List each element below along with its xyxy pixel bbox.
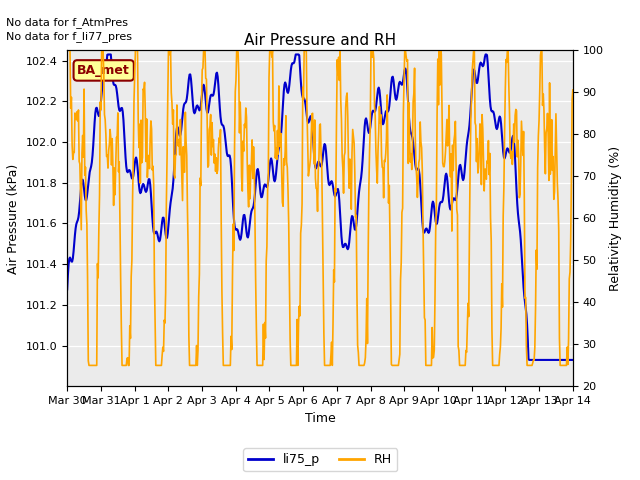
Text: No data for f_li77_pres: No data for f_li77_pres — [6, 31, 132, 42]
li75_p — [72, 221, 80, 227]
li75_p — [569, 357, 577, 363]
RH — [63, 48, 71, 53]
li75_p — [382, 109, 390, 115]
li75_p — [125, 167, 133, 173]
Line: li75_p: li75_p — [67, 54, 573, 360]
Text: BA_met: BA_met — [77, 64, 130, 77]
RH — [382, 150, 390, 156]
RH — [72, 117, 80, 122]
X-axis label: Time: Time — [305, 412, 335, 425]
RH — [125, 362, 133, 368]
Y-axis label: Relativity Humidity (%): Relativity Humidity (%) — [609, 146, 622, 291]
li75_p — [204, 109, 211, 115]
li75_p — [397, 80, 404, 85]
li75_p — [104, 51, 112, 57]
Legend: li75_p, RH: li75_p, RH — [243, 448, 397, 471]
Title: Air Pressure and RH: Air Pressure and RH — [244, 33, 396, 48]
li75_p — [177, 132, 184, 138]
Y-axis label: Air Pressure (kPa): Air Pressure (kPa) — [7, 163, 20, 274]
RH — [397, 277, 404, 283]
RH — [177, 117, 184, 122]
Text: No data for f_AtmPres: No data for f_AtmPres — [6, 17, 129, 28]
RH — [569, 87, 577, 93]
li75_p — [525, 357, 533, 363]
RH — [204, 116, 211, 122]
li75_p — [63, 287, 71, 292]
RH — [85, 362, 93, 368]
Line: RH: RH — [67, 50, 573, 365]
